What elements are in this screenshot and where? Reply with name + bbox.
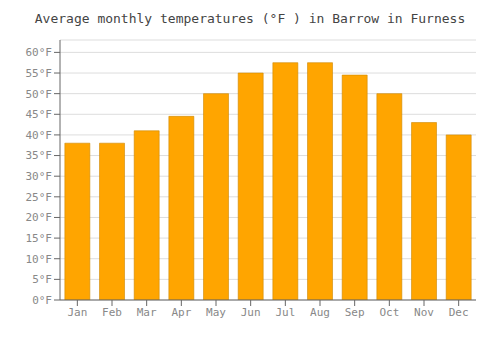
svg-text:Jan: Jan [67,306,87,319]
svg-text:0°F: 0°F [32,294,52,307]
svg-text:15°F: 15°F [26,232,53,245]
svg-text:40°F: 40°F [26,129,53,142]
svg-text:25°F: 25°F [26,191,53,204]
svg-text:5°F: 5°F [32,273,52,286]
svg-text:Mar: Mar [137,306,157,319]
svg-text:Nov: Nov [414,306,434,319]
svg-text:Apr: Apr [171,306,191,319]
svg-text:30°F: 30°F [26,170,53,183]
svg-text:55°F: 55°F [26,67,53,80]
svg-text:60°F: 60°F [26,46,53,59]
svg-text:Sep: Sep [345,306,365,319]
svg-text:35°F: 35°F [26,149,53,162]
svg-text:10°F: 10°F [26,253,53,266]
html-text:Average monthly temperatures (: Average monthly temperatures (°F ) in Ba… [34,11,466,26]
svg-text:Feb: Feb [102,306,122,319]
svg-text:May: May [206,306,226,319]
svg-text:50°F: 50°F [26,88,53,101]
svg-text:Jun: Jun [241,306,261,319]
svg-text:Aug: Aug [310,306,330,319]
svg-text:20°F: 20°F [26,211,53,224]
svg-text:Dec: Dec [449,306,469,319]
svg-text:Jul: Jul [275,306,295,319]
svg-text:Oct: Oct [379,306,399,319]
svg-text:45°F: 45°F [26,108,53,121]
